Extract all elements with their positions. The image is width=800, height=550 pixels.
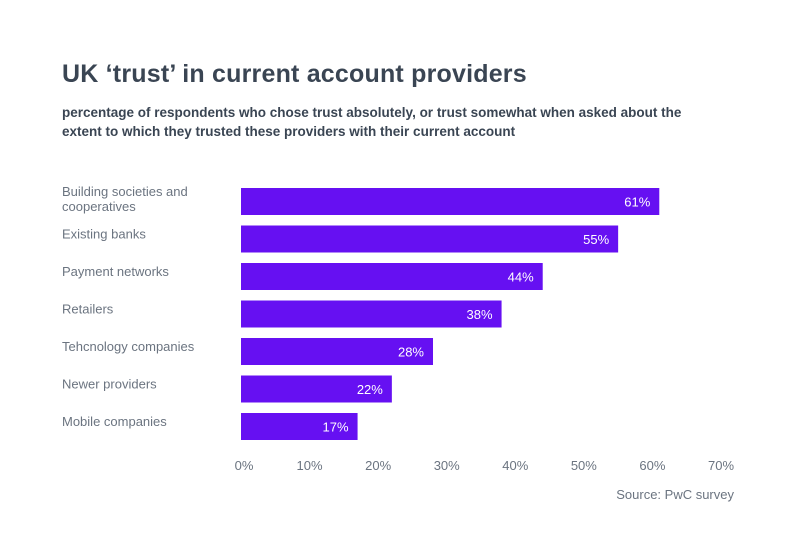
- x-tick-label-1: 10%: [297, 458, 323, 473]
- source-note: Source: PwC survey: [616, 487, 734, 502]
- data-label-1: 55%: [583, 232, 609, 247]
- category-label-2: Payment networks: [62, 264, 169, 279]
- data-label-6: 17%: [323, 420, 349, 435]
- bar-5: [241, 375, 392, 403]
- chart-title: UK ‘trust’ in current account providers: [62, 60, 527, 88]
- x-tick-label-0: 0%: [235, 458, 254, 473]
- category-label-1: Existing banks: [62, 227, 146, 242]
- category-label-4: Tehcnology companies: [62, 339, 195, 354]
- bars-group: 61% 55% 44% 38% 28% 22% 17%: [241, 188, 660, 440]
- category-label-0: Building societies and cooperatives: [62, 184, 188, 214]
- data-label-5: 22%: [357, 382, 383, 397]
- x-tick-label-3: 30%: [434, 458, 460, 473]
- bar-4: [241, 338, 433, 365]
- x-tick-label-5: 50%: [571, 458, 597, 473]
- x-tick-labels-group: 0% 10% 20% 30% 40% 50% 60% 70%: [235, 458, 735, 473]
- bar-6: [241, 413, 358, 440]
- category-label-5: Newer providers: [62, 377, 157, 392]
- bar-0: [241, 188, 660, 215]
- x-tick-label-2: 20%: [365, 458, 391, 473]
- x-tick-label-4: 40%: [502, 458, 528, 473]
- data-label-0: 61%: [624, 195, 650, 210]
- category-label-6: Mobile companies: [62, 414, 167, 429]
- bar-3: [241, 300, 502, 328]
- data-label-2: 44%: [508, 270, 534, 285]
- chart-subtitle: percentage of respondents who chose trus…: [62, 105, 682, 139]
- category-label-3: Retailers: [62, 302, 114, 317]
- data-label-3: 38%: [467, 307, 493, 322]
- x-tick-label-7: 70%: [708, 458, 734, 473]
- bar-1: [241, 225, 619, 253]
- x-tick-label-6: 60%: [639, 458, 665, 473]
- bar-2: [241, 263, 543, 290]
- category-labels-group: Building societies and cooperatives Existi…: [62, 184, 195, 429]
- data-label-4: 28%: [398, 345, 424, 360]
